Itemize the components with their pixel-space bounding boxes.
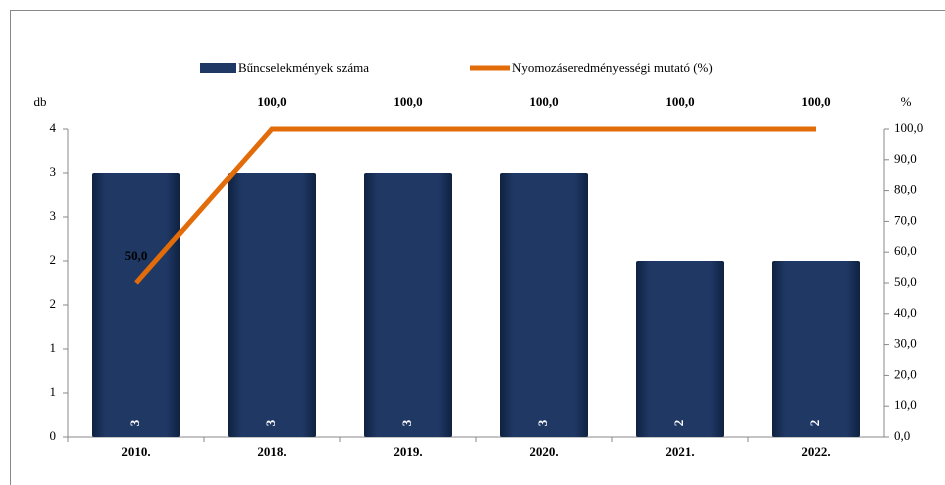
bar-label: 3 [263, 419, 278, 426]
x-tick-label: 2020. [529, 444, 558, 459]
bar [772, 261, 860, 437]
bar-label: 3 [535, 419, 550, 426]
y-axis-title: db [34, 94, 47, 109]
y2-tick-label: 60,0 [894, 243, 917, 258]
x-tick-label: 2010. [121, 444, 150, 459]
y-tick-label: 1 [50, 384, 57, 399]
bar-label: 3 [127, 419, 142, 426]
y-tick-label: 2 [50, 252, 57, 267]
y2-tick-label: 10,0 [894, 397, 917, 412]
bar-label: 3 [399, 419, 414, 426]
y2-tick-label: 50,0 [894, 274, 917, 289]
chart-frame [10, 10, 945, 485]
line-label: 100,0 [801, 94, 830, 109]
y-tick-label: 2 [50, 296, 57, 311]
y2-tick-label: 70,0 [894, 212, 917, 227]
bar-label: 2 [671, 420, 686, 427]
line-label: 100,0 [529, 94, 558, 109]
y2-tick-label: 30,0 [894, 336, 917, 351]
y2-axis-title: % [901, 94, 912, 109]
bar [364, 173, 452, 437]
line-series [134, 126, 816, 285]
y-tick-label: 0 [50, 428, 57, 443]
y2-tick-label: 80,0 [894, 182, 917, 197]
line-label: 100,0 [665, 94, 694, 109]
y-tick-label: 4 [50, 120, 57, 135]
line-label: 50,0 [125, 248, 148, 263]
x-tick-label: 2019. [393, 444, 422, 459]
y-tick-label: 3 [50, 164, 57, 179]
x-tick-label: 2022. [801, 444, 830, 459]
bar [92, 173, 180, 437]
line-label: 100,0 [393, 94, 422, 109]
bar [228, 173, 316, 437]
y2-tick-label: 90,0 [894, 151, 917, 166]
y-tick-label: 1 [50, 340, 57, 355]
bar-label: 2 [807, 420, 822, 427]
x-tick-label: 2018. [257, 444, 286, 459]
y2-tick-label: 0,0 [894, 428, 910, 443]
y2-tick-label: 20,0 [894, 366, 917, 381]
legend-label: Bűncselekmények száma [238, 60, 369, 75]
legend-label: Nyomozáseredményességi mutató (%) [512, 60, 713, 75]
bar [500, 173, 588, 437]
line-label: 100,0 [257, 94, 286, 109]
x-tick-label: 2021. [665, 444, 694, 459]
y-tick-label: 3 [50, 208, 57, 223]
y2-tick-label: 40,0 [894, 305, 917, 320]
y2-tick-label: 100,0 [894, 120, 923, 135]
legend-swatch [200, 63, 236, 73]
bar [636, 261, 724, 437]
